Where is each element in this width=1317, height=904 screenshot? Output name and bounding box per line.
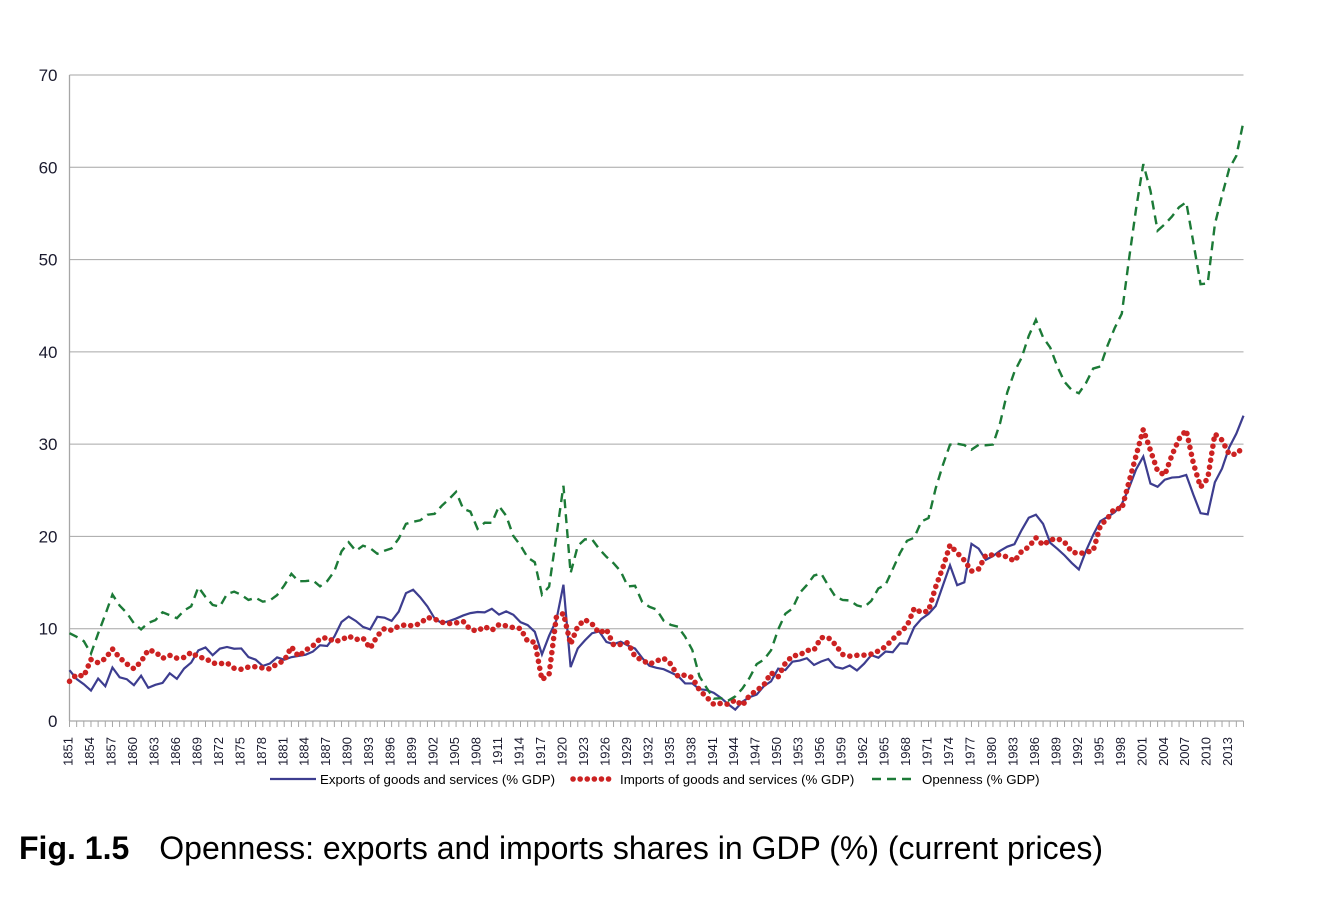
svg-text:2004: 2004 — [1156, 737, 1171, 766]
svg-text:1860: 1860 — [125, 737, 140, 766]
svg-text:1974: 1974 — [941, 737, 956, 766]
svg-text:1884: 1884 — [297, 737, 312, 766]
svg-text:1914: 1914 — [511, 737, 526, 766]
svg-text:1944: 1944 — [726, 737, 741, 766]
svg-text:1881: 1881 — [275, 737, 290, 766]
svg-text:1992: 1992 — [1070, 737, 1085, 766]
svg-text:1869: 1869 — [189, 737, 204, 766]
svg-text:1986: 1986 — [1027, 737, 1042, 766]
svg-text:1899: 1899 — [404, 737, 419, 766]
svg-text:1965: 1965 — [877, 737, 892, 766]
svg-text:1989: 1989 — [1048, 737, 1063, 766]
svg-text:1971: 1971 — [920, 737, 935, 766]
svg-text:1917: 1917 — [533, 737, 548, 766]
svg-text:10: 10 — [39, 620, 58, 639]
svg-text:1998: 1998 — [1113, 737, 1128, 766]
svg-text:2013: 2013 — [1220, 737, 1235, 766]
svg-text:1941: 1941 — [705, 737, 720, 766]
svg-text:1956: 1956 — [812, 737, 827, 766]
svg-text:40: 40 — [39, 343, 58, 362]
svg-text:1854: 1854 — [82, 737, 97, 766]
svg-text:1947: 1947 — [748, 737, 763, 766]
svg-text:60: 60 — [39, 158, 58, 177]
svg-text:0: 0 — [48, 712, 57, 731]
svg-text:1866: 1866 — [168, 737, 183, 766]
svg-text:1932: 1932 — [640, 737, 655, 766]
svg-text:1905: 1905 — [447, 737, 462, 766]
svg-text:30: 30 — [39, 435, 58, 454]
svg-text:1863: 1863 — [146, 737, 161, 766]
svg-text:1902: 1902 — [426, 737, 441, 766]
svg-text:1857: 1857 — [103, 737, 118, 766]
svg-text:1968: 1968 — [898, 737, 913, 766]
svg-text:1935: 1935 — [662, 737, 677, 766]
svg-text:1950: 1950 — [769, 737, 784, 766]
svg-text:1995: 1995 — [1091, 737, 1106, 766]
svg-text:2010: 2010 — [1199, 737, 1214, 766]
svg-text:1872: 1872 — [211, 737, 226, 766]
svg-text:1959: 1959 — [834, 737, 849, 766]
svg-text:Exports of goods and services: Exports of goods and services (% GDP) — [320, 772, 555, 787]
svg-text:1962: 1962 — [855, 737, 870, 766]
svg-text:1893: 1893 — [361, 737, 376, 766]
svg-text:1875: 1875 — [232, 737, 247, 766]
svg-text:1977: 1977 — [962, 737, 977, 766]
svg-text:1926: 1926 — [597, 737, 612, 766]
svg-text:1878: 1878 — [254, 737, 269, 766]
svg-text:1896: 1896 — [383, 737, 398, 766]
svg-text:1887: 1887 — [318, 737, 333, 766]
svg-text:20: 20 — [39, 527, 58, 546]
svg-text:1890: 1890 — [340, 737, 355, 766]
svg-text:1920: 1920 — [554, 737, 569, 766]
svg-text:2001: 2001 — [1134, 737, 1149, 766]
svg-text:1953: 1953 — [791, 737, 806, 766]
svg-text:Imports of goods and services: Imports of goods and services (% GDP) — [620, 772, 854, 787]
svg-text:Openness (% GDP): Openness (% GDP) — [922, 772, 1040, 787]
svg-text:50: 50 — [39, 251, 58, 270]
svg-text:1923: 1923 — [576, 737, 591, 766]
svg-text:70: 70 — [39, 66, 58, 85]
svg-text:1980: 1980 — [984, 737, 999, 766]
svg-text:1929: 1929 — [619, 737, 634, 766]
svg-text:2007: 2007 — [1177, 737, 1192, 766]
svg-text:1938: 1938 — [683, 737, 698, 766]
svg-text:1851: 1851 — [61, 737, 76, 766]
svg-text:1911: 1911 — [490, 737, 505, 765]
svg-text:1983: 1983 — [1005, 737, 1020, 766]
svg-text:1908: 1908 — [469, 737, 484, 766]
